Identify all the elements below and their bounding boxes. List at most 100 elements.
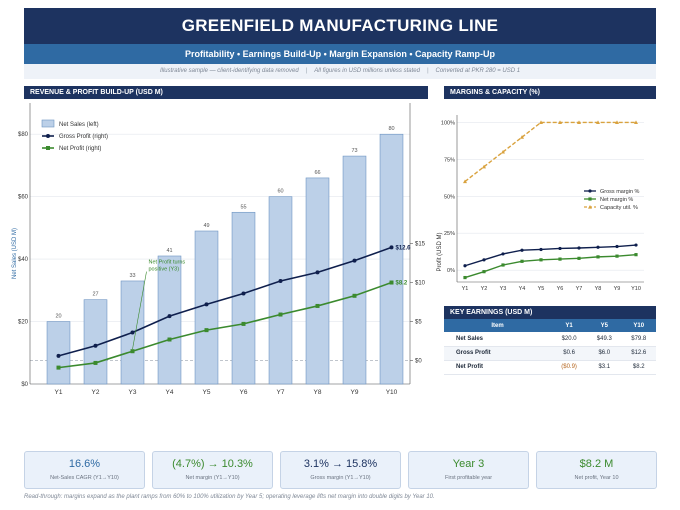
gross-margin-point	[615, 244, 619, 249]
bar-data-label: 80	[388, 126, 394, 132]
net-profit-point	[315, 303, 320, 308]
capacity-util-point	[558, 120, 562, 124]
gross-profit-point	[167, 314, 172, 319]
net-margin-point	[520, 259, 524, 263]
y2-tick-label: $5	[415, 320, 422, 326]
row-label: Net Profit	[444, 360, 552, 375]
y-axis-label: Profit (USD M)	[437, 232, 443, 271]
legend-marker-net-profit	[46, 146, 50, 150]
net-margin-point	[596, 255, 600, 259]
x-tick-label: Y9	[614, 286, 621, 292]
gross-profit-point	[56, 353, 61, 358]
gross-margin-point	[482, 258, 486, 262]
y-tick-label: 25%	[444, 231, 455, 237]
annotation-arrow	[132, 271, 147, 350]
net-profit-point	[167, 337, 172, 342]
x-tick-label: Y2	[481, 286, 488, 292]
cell-y10: $79.8	[621, 332, 656, 347]
y-tick-label: 75%	[444, 157, 455, 163]
gross-margin-point	[501, 252, 505, 256]
x-tick-label: Y4	[166, 389, 174, 396]
annotation-text: Net Profit turns	[149, 260, 186, 266]
legend-marker-gross-profit	[46, 134, 50, 138]
bar-net-sales	[268, 196, 293, 385]
legend-label: Gross Profit (right)	[59, 134, 108, 140]
x-tick-label: Y9	[351, 389, 359, 396]
bar-data-label: 73	[351, 148, 357, 154]
net-margin-point	[463, 275, 467, 280]
y-tick-label: 0%	[447, 268, 455, 274]
note-1: Illustrative sample — client-identifying…	[159, 68, 299, 74]
net-margin-point	[577, 256, 581, 260]
cell-y10: $12.6	[621, 346, 656, 361]
y2-tick-label: $0	[415, 359, 422, 365]
capacity-util-point	[577, 120, 581, 124]
bar-data-label: 60	[277, 189, 283, 195]
key-earnings-table: Item Y1 Y5 Y10 Net Sales $20.0 $49.3 $79…	[444, 319, 656, 375]
section-header-margins: MARGINS & CAPACITY (%)	[444, 86, 656, 99]
net-profit-point	[130, 349, 135, 354]
cell-y1: ($0.9)	[551, 360, 588, 375]
cell-y5: $49.3	[587, 332, 622, 347]
y2-tick-label: $10	[415, 281, 426, 287]
legend-label: Gross margin %	[600, 189, 640, 195]
x-tick-label: Y7	[576, 286, 583, 292]
kpi-card-sales-cagr: 16.6% Net-Sales CAGR (Y1→Y10)	[24, 451, 145, 489]
cell-y5: $3.1	[587, 360, 622, 375]
y-axis-label: Net Sales (USD M)	[12, 228, 18, 279]
gross-margin-point	[463, 264, 467, 268]
net-profit-point	[93, 360, 98, 365]
bar-data-label: 49	[203, 223, 209, 229]
y-tick-label: $0	[21, 382, 28, 388]
annotation-text: positive (Y3)	[149, 267, 180, 273]
x-tick-label: Y2	[92, 389, 100, 396]
kpi-label: Net-Sales CAGR (Y1→Y10)	[50, 475, 119, 481]
page-subtitle: Profitability • Earnings Build-Up • Marg…	[24, 44, 656, 64]
page-title: GREENFIELD MANUFACTURING LINE	[24, 8, 656, 44]
gross-margin-point	[577, 246, 581, 250]
x-tick-label: Y10	[631, 286, 641, 292]
th-y1: Y1	[551, 319, 588, 332]
net-profit-point	[278, 312, 283, 317]
x-tick-label: Y1	[462, 286, 469, 292]
th-item: Item	[444, 319, 552, 332]
kpi-card-net-profit-y10: $8.2 M Net profit, Year 10	[536, 451, 657, 489]
net-margin-point	[634, 253, 638, 257]
gross-profit-end-label: $12.6	[396, 245, 412, 251]
gross-profit-line	[58, 246, 392, 357]
kpi-value: (4.7%) → 10.3%	[172, 458, 253, 470]
cell-y1: $20.0	[551, 332, 588, 347]
y-tick-label: 100%	[441, 120, 455, 126]
x-tick-label: Y6	[240, 389, 248, 396]
section-header-revenue: REVENUE & PROFIT BUILD-UP (USD M)	[24, 86, 428, 99]
bar-data-label: 41	[166, 248, 172, 254]
gross-profit-point	[278, 278, 283, 283]
kpi-value: 3.1% → 15.8%	[303, 458, 378, 470]
net-profit-point	[56, 365, 61, 370]
gross-margin-line	[464, 244, 637, 267]
net-margin-point	[615, 254, 619, 258]
gross-margin-point	[520, 248, 524, 252]
gross-profit-point	[130, 330, 135, 335]
kpi-label: Gross margin (Y1→Y10)	[310, 475, 371, 481]
x-tick-label: Y3	[500, 286, 507, 292]
legend-label: Net margin %	[600, 197, 633, 203]
section-header-key-earnings: KEY EARNINGS (USD M)	[444, 306, 656, 319]
x-tick-label: Y6	[557, 286, 564, 292]
legend-label: Net Profit (right)	[59, 146, 101, 152]
net-margin-point	[539, 258, 543, 262]
gross-margin-point	[558, 246, 562, 251]
legend-label: Net Sales (left)	[59, 122, 99, 128]
x-tick-label: Y7	[277, 389, 285, 396]
legend-swatch-net-sales	[41, 119, 55, 128]
capacity-util-point	[482, 164, 486, 169]
y-tick-label: $40	[18, 257, 29, 263]
th-y5: Y5	[587, 319, 622, 332]
bar-data-label: 55	[240, 204, 246, 210]
capacity-util-point	[501, 149, 505, 154]
capacity-util-line	[464, 121, 636, 183]
y-tick-label: $60	[18, 195, 29, 201]
y-tick-label: $20	[18, 320, 29, 326]
source-note: Illustrative sample — client-identifying…	[24, 64, 656, 79]
gross-profit-point	[352, 258, 357, 263]
